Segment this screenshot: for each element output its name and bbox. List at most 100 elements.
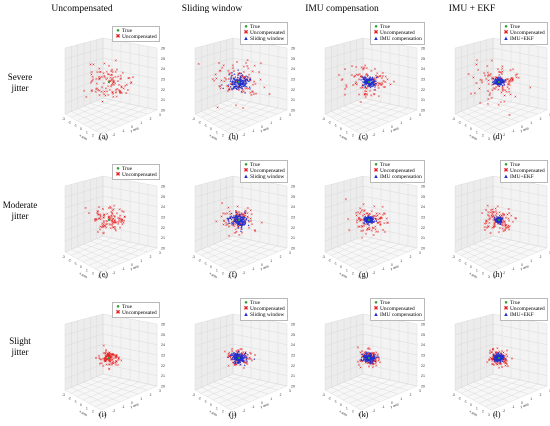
true-marker-icon: ● xyxy=(374,162,378,168)
compensated-point xyxy=(365,76,367,79)
uncompensated-point xyxy=(105,226,108,229)
compensated-point xyxy=(229,216,232,218)
compensated-point xyxy=(231,83,233,85)
compensated-point xyxy=(237,350,240,353)
uncompensated-point xyxy=(508,87,511,90)
uncompensated-point xyxy=(366,93,369,96)
uncompensated-point xyxy=(115,212,118,215)
compensated-point xyxy=(498,78,501,81)
true-point xyxy=(237,218,241,222)
z-tick-label: 23 xyxy=(291,78,295,82)
legend-item: ● True xyxy=(115,166,157,172)
uncompensated-point xyxy=(220,215,223,218)
compensated-point xyxy=(234,76,237,78)
uncompensated-point xyxy=(98,71,101,74)
y-tick-label: -1 xyxy=(252,129,255,133)
compensated-point xyxy=(374,84,376,86)
compensated-point xyxy=(237,221,240,224)
uncompensated-point xyxy=(268,92,271,96)
compensated-point xyxy=(368,352,371,355)
uncompensated-point xyxy=(229,213,232,216)
column-title: IMU + EKF xyxy=(448,4,496,14)
x-tick-label: 2 xyxy=(352,134,354,138)
floor-pane xyxy=(195,236,287,272)
legend: ● True ✖ Uncompensated xyxy=(112,164,160,181)
uncompensated-point xyxy=(489,349,492,352)
compensated-point xyxy=(497,78,500,80)
z-tick-label: 20 xyxy=(161,247,165,251)
uncompensated-point xyxy=(100,225,104,229)
x-tick-label: 1 xyxy=(476,130,478,134)
legend: ● True ✖ Uncompensated ▲ IMU compensation xyxy=(370,160,425,183)
legend-item: ● True xyxy=(373,300,422,306)
x-tick-label: 3 xyxy=(358,137,360,141)
x-tick-label: 1 xyxy=(216,406,218,410)
compensated-point xyxy=(240,359,242,361)
uncompensated-point xyxy=(359,351,362,354)
uncompensated-point xyxy=(96,71,99,74)
y-tick-label: 0 xyxy=(521,263,523,267)
compensated-point xyxy=(237,69,240,71)
compensated-point xyxy=(233,77,236,80)
legend-label: Uncompensated xyxy=(122,34,157,41)
uncompensated-point xyxy=(486,65,489,68)
compensated-point xyxy=(495,79,498,82)
z-tick-label: 24 xyxy=(161,343,165,347)
uncompensated-point xyxy=(258,71,261,74)
uncompensated-point xyxy=(363,213,366,216)
y-tick-label: -2 xyxy=(372,271,375,275)
compensated-point xyxy=(240,76,243,79)
uncompensated-point xyxy=(96,230,99,233)
compensated-point xyxy=(227,218,230,221)
compensated-point xyxy=(365,81,367,84)
uncompensated-point xyxy=(126,88,129,92)
uncompensated-point xyxy=(106,354,109,358)
x-tick-label: -3 xyxy=(62,117,65,121)
uncompensated-point xyxy=(102,216,105,219)
compensated-point xyxy=(235,85,238,87)
compensated-point xyxy=(230,77,233,79)
compensated-point xyxy=(375,355,378,358)
legend-label: IMU+EKF xyxy=(510,312,534,319)
uncompensated-point xyxy=(117,75,120,78)
z-tick-label: 22 xyxy=(421,88,425,92)
legend-label: True xyxy=(510,162,520,168)
grid xyxy=(324,313,418,411)
x-tick-label: -1 xyxy=(464,262,467,266)
compensated-point xyxy=(499,353,502,356)
legend-item: ✖ Uncompensated xyxy=(373,30,422,36)
compensated-point xyxy=(501,357,504,360)
compensated-point xyxy=(239,355,242,358)
uncompensated-point xyxy=(254,82,257,86)
compensated-point xyxy=(245,356,248,359)
y-tick-label: 2 xyxy=(150,117,152,121)
y-tick-label: 3 xyxy=(289,389,291,393)
y-tick-label: 2 xyxy=(150,393,152,397)
uncompensated-point xyxy=(360,75,363,79)
uncompensated-point xyxy=(364,232,368,235)
uncompensated-point xyxy=(374,78,377,81)
uncompensated-point xyxy=(389,83,392,86)
compensated-point xyxy=(231,358,234,360)
uncompensated-point xyxy=(501,221,504,224)
x-tick-label: 2 xyxy=(92,134,94,138)
uncompensated-point xyxy=(363,90,367,93)
z-tick-label: 26 xyxy=(421,47,425,51)
uncompensated-point xyxy=(490,214,493,217)
uncompensated-point xyxy=(374,362,377,365)
uncompensated-point xyxy=(94,90,97,93)
compensated-point xyxy=(240,213,243,216)
compensated-point xyxy=(501,355,504,357)
legend-item: ✖ Uncompensated xyxy=(373,306,422,312)
x-tick-label: -3 xyxy=(62,393,65,397)
uncompensated-point xyxy=(249,217,252,220)
compensated-point xyxy=(244,84,246,86)
compensated-point xyxy=(234,86,237,89)
uncompensated-point xyxy=(355,214,358,217)
compensated-point xyxy=(366,358,369,361)
uncompensated-point xyxy=(361,83,364,86)
uncompensated-point xyxy=(373,214,376,217)
x-tick-label: -3 xyxy=(322,393,325,397)
z-tick-label: 24 xyxy=(421,205,425,209)
